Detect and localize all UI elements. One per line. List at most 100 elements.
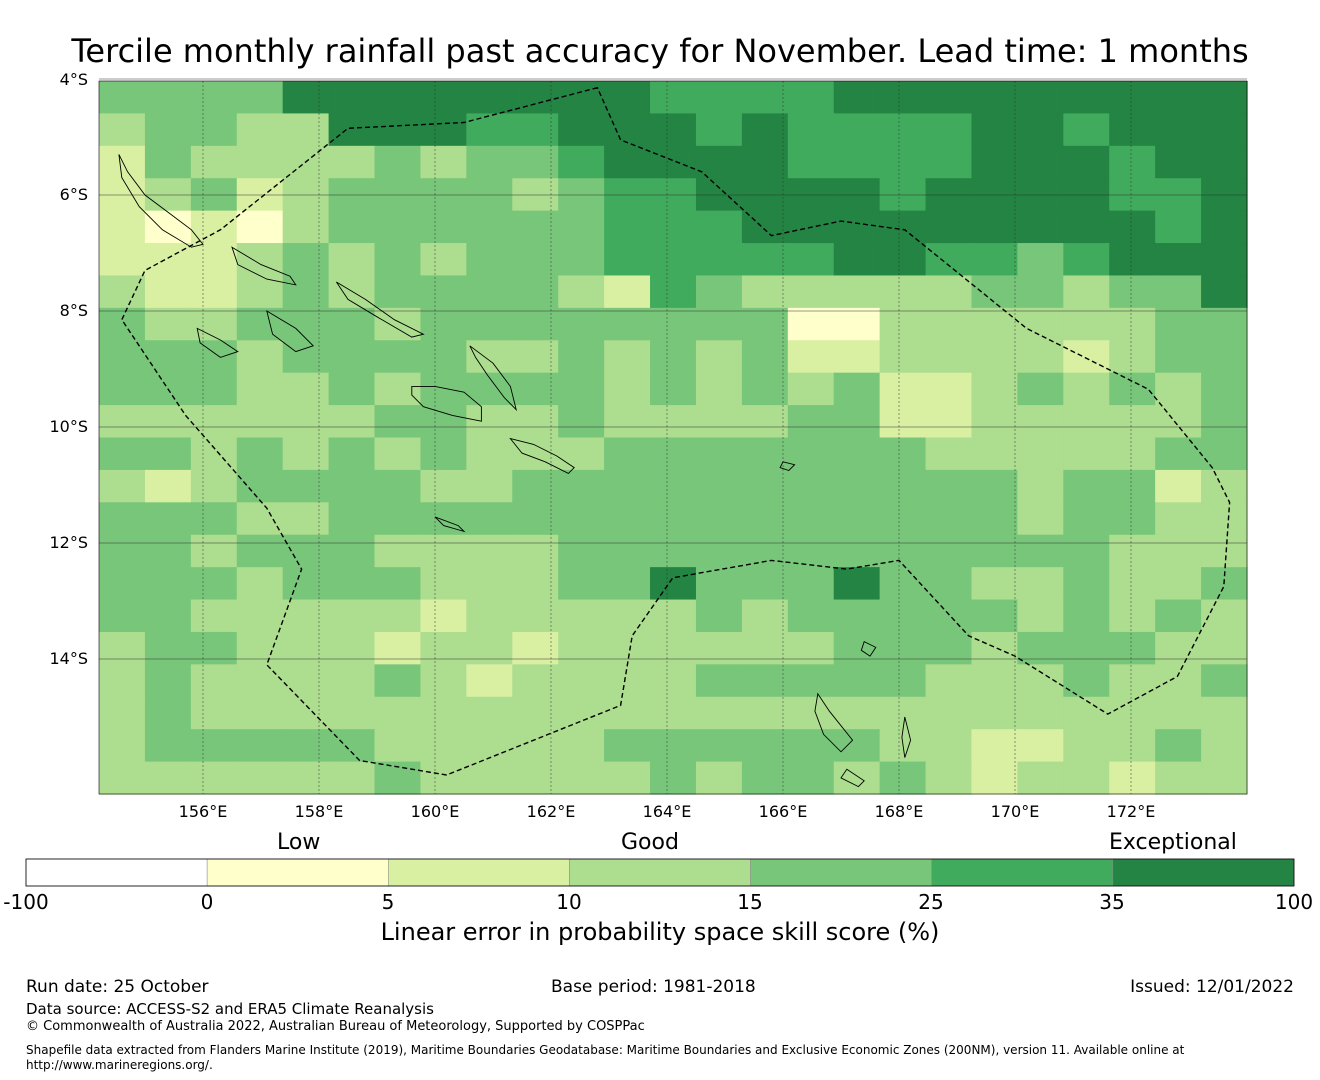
skill-cell	[512, 178, 559, 212]
skill-cell	[466, 599, 513, 633]
skill-cell	[236, 631, 284, 665]
skill-cell	[374, 664, 422, 698]
skill-cell	[466, 307, 513, 341]
skill-cell	[512, 275, 559, 309]
skill-cell	[144, 761, 192, 795]
skill-cell	[1109, 599, 1156, 633]
skill-cell	[99, 599, 146, 633]
skill-cell	[1017, 761, 1064, 795]
skill-cell	[374, 372, 422, 406]
skill-cell	[833, 275, 881, 309]
skill-cell	[558, 631, 605, 665]
skill-cell	[466, 437, 513, 471]
skill-cell	[1109, 275, 1156, 309]
skill-cell	[512, 81, 559, 115]
skill-cell	[1063, 275, 1110, 309]
lat-label-12s: 12°S	[49, 533, 88, 552]
colorbar-tick: -100	[3, 890, 49, 914]
skill-cell	[236, 599, 284, 633]
skill-cell	[833, 372, 881, 406]
skill-cell	[787, 145, 835, 179]
skill-cell	[1017, 113, 1064, 147]
skill-cell	[787, 761, 835, 795]
skill-cell	[1109, 81, 1156, 115]
skill-cell	[328, 437, 376, 471]
colorbar-tick: 35	[1099, 890, 1125, 914]
skill-cell	[236, 696, 284, 730]
island-outline	[266, 310, 315, 353]
skill-cell	[558, 178, 605, 212]
skill-cell	[787, 599, 835, 633]
skill-cell	[144, 729, 192, 763]
skill-cell	[833, 567, 881, 601]
skill-cell	[604, 340, 651, 374]
island-outline	[231, 246, 297, 286]
island-outline	[860, 640, 877, 657]
skill-cell	[650, 696, 697, 730]
skill-cell	[466, 567, 513, 601]
skill-cell	[925, 113, 973, 147]
skill-grid	[99, 81, 1248, 795]
skill-cell	[374, 307, 422, 341]
skill-cell	[190, 761, 238, 795]
skill-cell	[1063, 145, 1110, 179]
skill-cell	[695, 178, 743, 212]
skill-cell	[695, 372, 743, 406]
skill-cell	[1109, 469, 1156, 503]
colorbar-segment	[750, 858, 932, 887]
skill-cell	[420, 437, 467, 471]
skill-cell	[879, 243, 927, 277]
skill-cell	[466, 469, 513, 503]
skill-cell	[420, 372, 467, 406]
skill-cell	[833, 178, 881, 212]
skill-cell	[1063, 761, 1110, 795]
map-frame	[98, 80, 1248, 795]
skill-cell	[695, 696, 743, 730]
skill-cell	[512, 631, 559, 665]
skill-cell	[925, 210, 973, 244]
skill-cell	[695, 534, 743, 568]
shapefile-text: Shapefile data extracted from Flanders M…	[26, 1043, 1185, 1057]
skill-cell	[1109, 534, 1156, 568]
skill-cell	[144, 567, 192, 601]
skill-cell	[558, 340, 605, 374]
skill-cell	[328, 275, 376, 309]
skill-cell	[1109, 178, 1156, 212]
skill-cell	[1201, 664, 1248, 698]
skill-cell	[1109, 372, 1156, 406]
island-outline	[509, 437, 575, 474]
skill-cell	[282, 761, 330, 795]
shapefile-url[interactable]: http://www.marineregions.org/.	[26, 1058, 213, 1072]
skill-cell	[1155, 340, 1202, 374]
colorbar-label-exceptional: Exceptional	[1109, 830, 1237, 855]
skill-cell	[558, 599, 605, 633]
skill-cell	[420, 631, 467, 665]
skill-cell	[466, 761, 513, 795]
skill-cell	[1017, 664, 1064, 698]
skill-cell	[190, 405, 238, 439]
skill-cell	[558, 696, 605, 730]
skill-cell	[190, 178, 238, 212]
skill-cell	[741, 307, 789, 341]
skill-cell	[650, 372, 697, 406]
skill-cell	[1201, 729, 1248, 763]
colorbar-tick: 25	[918, 890, 944, 914]
skill-cell	[695, 599, 743, 633]
skill-cell	[1063, 469, 1110, 503]
skill-cell	[925, 405, 973, 439]
skill-cell	[650, 631, 697, 665]
skill-cell	[99, 340, 146, 374]
skill-cell	[1109, 631, 1156, 665]
skill-cell	[650, 113, 697, 147]
skill-cell	[282, 340, 330, 374]
skill-cell	[879, 210, 927, 244]
skill-cell	[236, 405, 284, 439]
skill-cell	[144, 340, 192, 374]
skill-cell	[925, 243, 973, 277]
skill-cell	[190, 567, 238, 601]
skill-cell	[190, 210, 238, 244]
map-title: Tercile monthly rainfall past accuracy f…	[71, 32, 1249, 70]
skill-cell	[282, 372, 330, 406]
skill-cell	[1109, 729, 1156, 763]
skill-cell	[99, 469, 146, 503]
